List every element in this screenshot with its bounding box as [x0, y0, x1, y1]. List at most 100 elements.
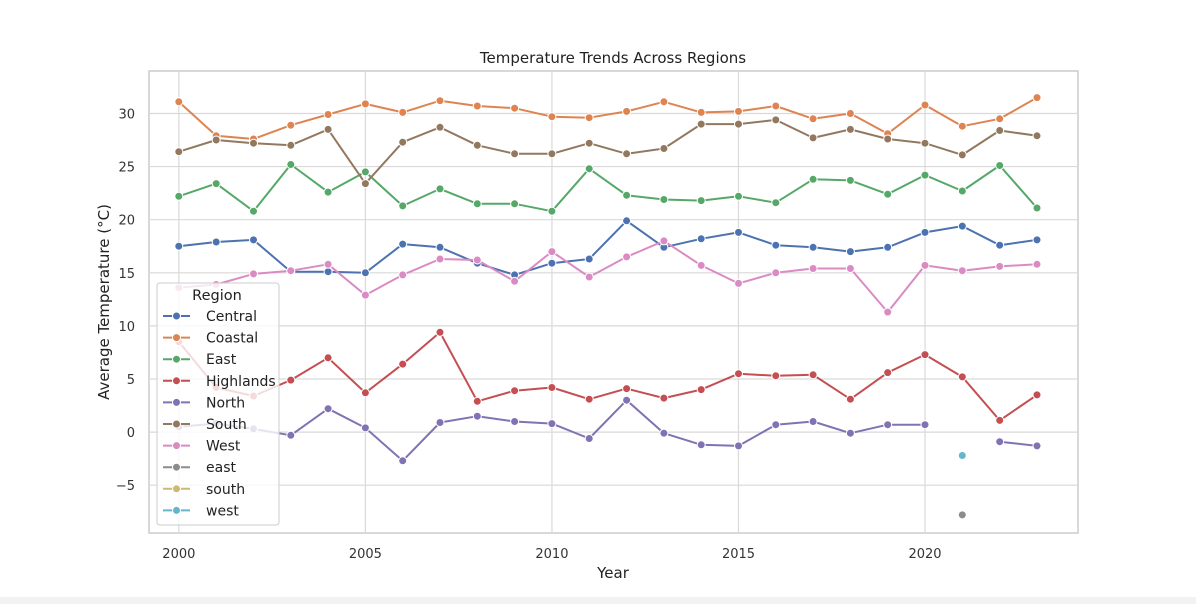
legend-item-east: east	[163, 460, 236, 476]
legend-title: Region	[192, 288, 242, 304]
y-tick-labels: −5 0 5 10 15 20 25 30	[116, 107, 135, 494]
series-highlands	[174, 327, 1042, 425]
x-tick-label: 2020	[908, 547, 941, 562]
data-point-east	[920, 170, 930, 180]
legend-marker	[172, 419, 181, 429]
data-point-north	[845, 428, 855, 438]
legend-marker	[172, 462, 181, 472]
data-point-north	[920, 420, 930, 430]
series-east	[957, 510, 967, 520]
series-coastal	[174, 93, 1042, 144]
legend-marker	[172, 441, 181, 451]
data-point-south	[1032, 131, 1042, 141]
legend-marker	[172, 376, 181, 386]
data-point-central	[249, 235, 258, 245]
data-point-highlands	[622, 384, 632, 394]
series-line-east	[178, 163, 1038, 213]
data-point-central	[323, 267, 333, 277]
data-point-west	[286, 266, 296, 276]
data-point-central	[174, 241, 184, 251]
data-point-coastal	[771, 101, 781, 111]
data-point-south	[323, 124, 333, 134]
x-axis-label: Year	[596, 564, 630, 582]
data-point-north	[771, 420, 781, 430]
data-point-central	[883, 242, 893, 252]
data-point-west	[845, 264, 855, 273]
data-point-south	[398, 137, 408, 147]
data-point-north	[622, 395, 632, 405]
legend-label: South	[206, 417, 247, 433]
data-point-central	[360, 268, 370, 278]
data-point-south	[584, 138, 594, 148]
data-point-central	[622, 216, 632, 226]
data-point-coastal	[734, 106, 743, 116]
data-point-east	[584, 164, 594, 174]
data-point-west	[398, 270, 408, 280]
data-point-highlands	[771, 371, 781, 381]
data-point-coastal	[174, 97, 184, 107]
legend-item-north: North	[163, 395, 245, 411]
y-tick-label: 10	[118, 320, 135, 335]
data-point-east	[174, 191, 184, 201]
data-point-central	[211, 237, 221, 247]
data-point-coastal	[584, 113, 594, 123]
data-point-central	[1032, 235, 1042, 245]
data-point-south	[659, 144, 669, 153]
data-point-coastal	[659, 97, 669, 107]
data-point-west	[659, 236, 669, 246]
data-point-north	[995, 437, 1005, 447]
x-tick-label: 2010	[535, 547, 568, 562]
data-point-highlands	[734, 369, 743, 379]
data-point-highlands	[472, 396, 482, 406]
data-point-north	[734, 441, 743, 451]
data-point-south	[174, 147, 184, 157]
legend-item-coastal: Coastal	[163, 331, 258, 347]
y-tick-label: 30	[118, 107, 135, 122]
data-point-west	[249, 269, 258, 279]
data-point-highlands	[398, 359, 408, 369]
legend-label: North	[206, 395, 245, 411]
data-point-highlands	[584, 394, 594, 404]
chart-title: Temperature Trends Across Regions	[479, 49, 746, 67]
series-east	[174, 160, 1042, 216]
data-point-north	[435, 418, 445, 427]
data-point-south	[211, 135, 221, 145]
data-point-central	[398, 239, 408, 249]
data-point-south	[360, 179, 370, 189]
data-point-west	[808, 264, 818, 273]
data-point-coastal	[995, 114, 1005, 124]
data-point-coastal	[510, 103, 520, 113]
data-point-coastal	[286, 120, 296, 130]
legend-item-west: West	[163, 439, 241, 455]
data-point-west	[771, 268, 781, 278]
data-point-west	[584, 272, 594, 282]
data-point-south	[734, 119, 743, 129]
data-point-highlands	[360, 388, 370, 398]
data-point-north	[360, 423, 370, 433]
y-tick-label: 5	[127, 373, 135, 388]
data-point-central	[957, 221, 967, 231]
data-point-highlands	[510, 386, 520, 396]
data-point-highlands	[435, 327, 445, 337]
data-point-central	[435, 242, 445, 252]
data-point-coastal	[360, 99, 370, 109]
legend-label: West	[206, 439, 241, 455]
data-point-west	[957, 451, 967, 460]
x-tick-label: 2005	[349, 547, 382, 562]
data-point-north	[659, 428, 669, 438]
legend-item-east: East	[163, 352, 237, 368]
data-point-west	[360, 290, 370, 300]
x-tick-labels: 2000 2005 2010 2015 2020	[162, 547, 941, 562]
data-point-central	[920, 227, 930, 237]
legend-marker	[172, 484, 181, 494]
data-point-west	[1032, 259, 1042, 269]
data-point-central	[771, 240, 781, 250]
data-point-central	[734, 227, 743, 237]
data-point-south	[547, 149, 557, 159]
data-point-central	[696, 234, 706, 244]
data-point-east	[659, 195, 669, 204]
data-point-coastal	[957, 121, 967, 131]
data-point-west	[323, 259, 333, 269]
data-point-central	[547, 258, 557, 268]
data-point-highlands	[286, 375, 296, 385]
